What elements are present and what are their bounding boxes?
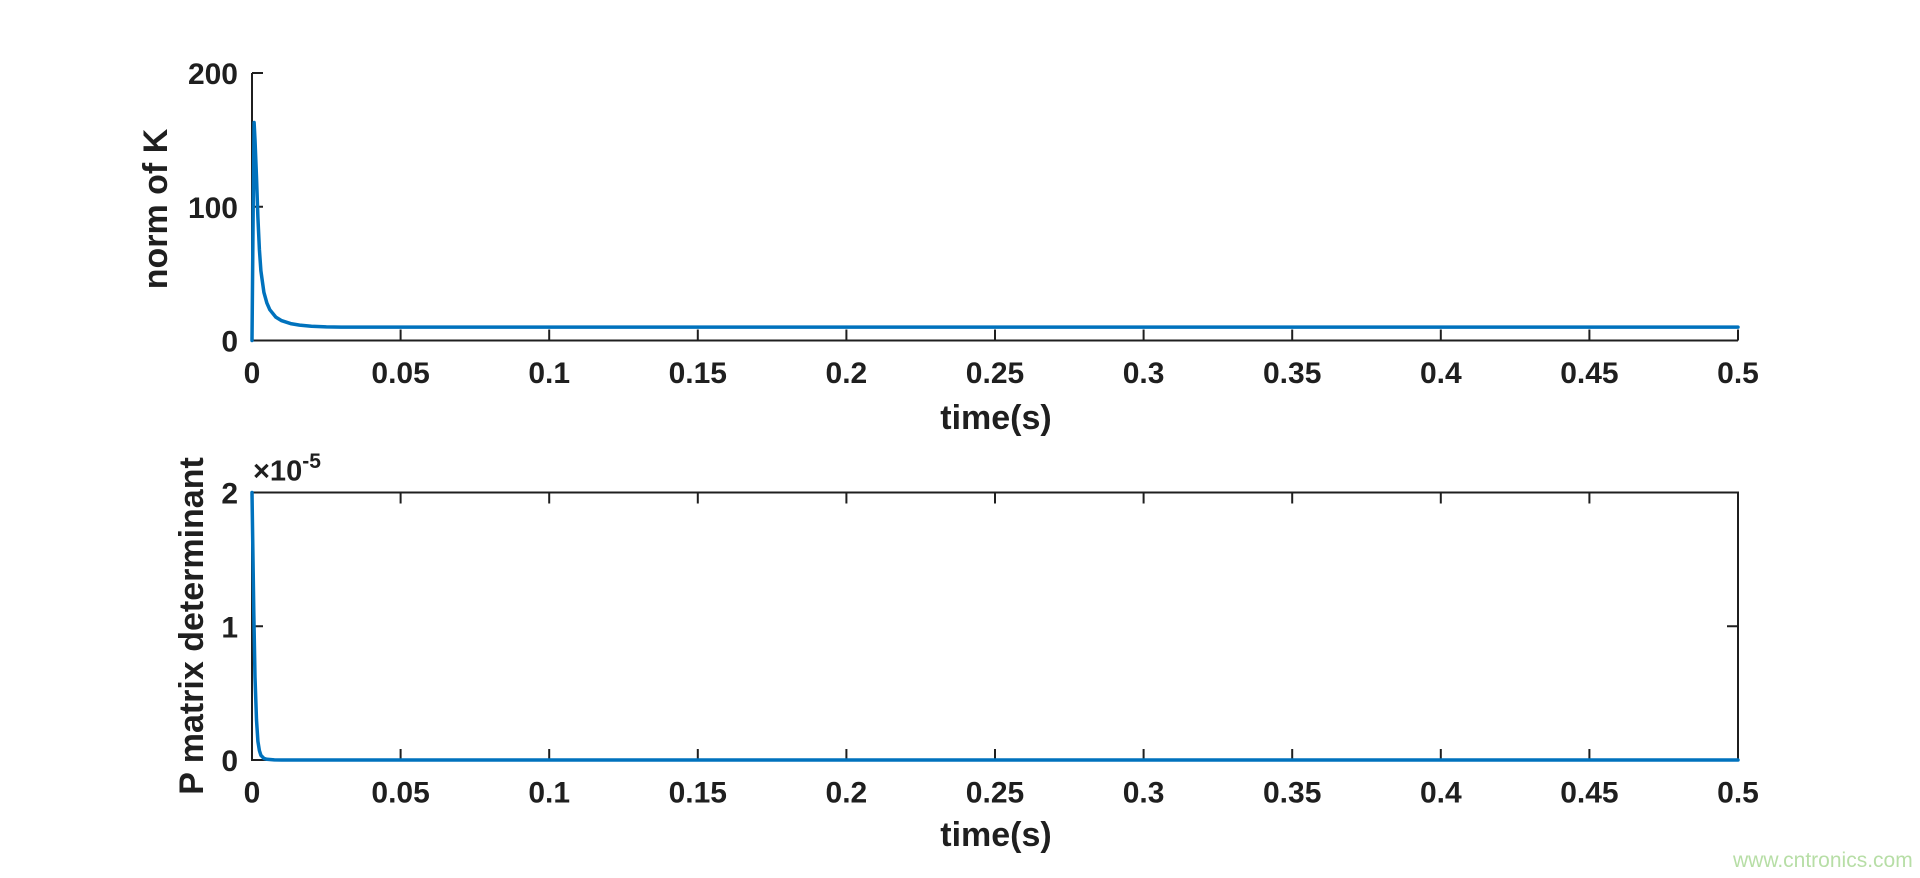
- x-tick-label: 0.2: [826, 357, 868, 390]
- top-plot-axes: [251, 73, 1738, 342]
- x-tick-label: 0.25: [966, 777, 1024, 810]
- bottom-plot-xlabel: time(s): [940, 816, 1052, 854]
- top-plot-series-line: [250, 120, 1740, 343]
- watermark: www.cntronics.com: [1733, 849, 1913, 872]
- x-tick-label: 0.3: [1123, 357, 1165, 390]
- bottom-plot-y-exponent: ×10-5: [253, 450, 321, 489]
- bottom-plot: 0 0.05 0.1 0.15 0.2 0.25 0.3 0.35 0.4 0.45 0.5 0 1 2: [221, 478, 1759, 810]
- x-tick-label: 0.4: [1420, 357, 1462, 390]
- y-tick-label: 0: [221, 326, 238, 359]
- y-tick-label: 0: [221, 745, 238, 778]
- x-tick-label: 0: [244, 777, 261, 810]
- x-tick-label: 0.45: [1560, 777, 1618, 810]
- bottom-plot-axes-box: [251, 491, 1739, 761]
- x-tick-label: 0.35: [1263, 357, 1321, 390]
- exponent-base: ×10: [253, 455, 303, 488]
- y-tick-label: 200: [188, 58, 238, 91]
- bottom-plot-ticks: [251, 491, 1739, 761]
- x-tick-label: 0.45: [1560, 357, 1618, 390]
- y-tick-label: 1: [221, 611, 238, 644]
- bottom-plot-tick-labels: 0 0.05 0.1 0.15 0.2 0.25 0.3 0.35 0.4 0.45 0.5 0 1 2: [221, 478, 1759, 810]
- x-tick-label: 0.4: [1420, 777, 1462, 810]
- x-tick-label: 0.1: [528, 357, 570, 390]
- x-tick-label: 0.05: [371, 357, 429, 390]
- x-tick-label: 0.25: [966, 357, 1024, 390]
- x-tick-label: 0.5: [1717, 777, 1759, 810]
- top-plot-xlabel: time(s): [940, 399, 1052, 437]
- exponent-power: -5: [302, 450, 321, 473]
- top-plot-tick-labels: 0 0.05 0.1 0.15 0.2 0.25 0.3 0.35 0.4 0.45 0.5 0 100…: [188, 58, 1759, 390]
- x-tick-label: 0.15: [669, 357, 727, 390]
- x-tick-label: 0.05: [371, 777, 429, 810]
- x-tick-label: 0: [244, 357, 261, 390]
- x-tick-label: 0.2: [826, 777, 868, 810]
- y-tick-label: 100: [188, 192, 238, 225]
- x-tick-label: 0.5: [1717, 357, 1759, 390]
- y-tick-label: 2: [221, 478, 238, 511]
- bottom-plot-series-line: [250, 490, 1740, 762]
- x-tick-label: 0.1: [528, 777, 570, 810]
- x-tick-label: 0.15: [669, 777, 727, 810]
- x-tick-label: 0.35: [1263, 777, 1321, 810]
- top-plot-ticks: [251, 72, 1739, 342]
- x-tick-label: 0.3: [1123, 777, 1165, 810]
- top-plot-ylabel: norm of K: [137, 128, 175, 290]
- bottom-plot-ylabel: P matrix determinant: [173, 457, 211, 795]
- top-plot: 0 0.05 0.1 0.15 0.2 0.25 0.3 0.35 0.4 0.45 0.5 0 100…: [188, 58, 1759, 390]
